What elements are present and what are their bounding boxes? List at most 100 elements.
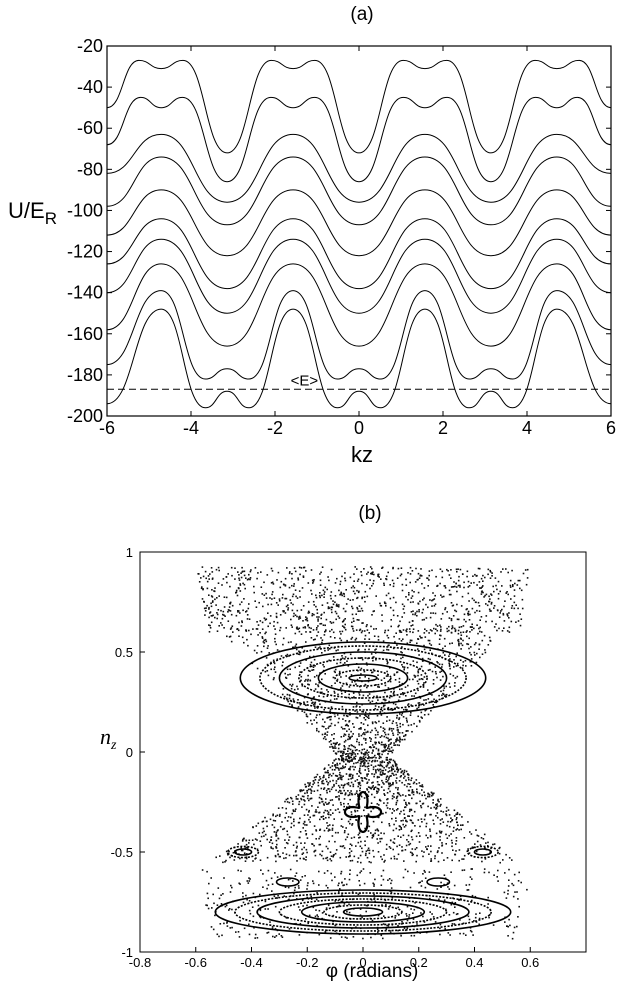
poincare-point bbox=[517, 579, 520, 582]
poincare-point bbox=[427, 845, 429, 847]
poincare-point bbox=[335, 849, 338, 851]
poincare-point bbox=[390, 691, 392, 693]
poincare-point bbox=[360, 607, 363, 610]
poincare-point bbox=[402, 716, 405, 718]
poincare-point bbox=[347, 794, 350, 797]
poincare-point bbox=[359, 845, 362, 848]
poincare-point bbox=[401, 589, 404, 592]
poincare-point bbox=[344, 878, 346, 880]
poincare-point bbox=[503, 891, 506, 894]
poincare-point bbox=[362, 711, 364, 713]
poincare-point bbox=[372, 756, 375, 759]
poincare-point bbox=[378, 784, 381, 786]
poincare-point bbox=[271, 926, 274, 928]
poincare-point bbox=[277, 807, 280, 809]
poincare-point bbox=[298, 590, 301, 592]
poincare-point bbox=[377, 851, 380, 853]
poincare-point bbox=[344, 753, 347, 755]
poincare-point bbox=[423, 676, 426, 678]
poincare-point bbox=[231, 908, 233, 911]
poincare-point bbox=[448, 653, 451, 655]
poincare-point bbox=[282, 593, 284, 596]
poincare-point bbox=[429, 828, 431, 831]
poincare-point bbox=[314, 707, 316, 709]
poincare-point bbox=[348, 728, 350, 731]
poincare-point bbox=[435, 804, 437, 806]
poincare-point bbox=[260, 586, 263, 588]
poincare-point bbox=[418, 702, 421, 704]
poincare-point bbox=[401, 921, 403, 923]
poincare-point bbox=[369, 872, 371, 874]
poincare-point bbox=[351, 751, 354, 754]
poincare-point bbox=[465, 934, 467, 936]
poincare-point bbox=[502, 614, 505, 616]
poincare-point bbox=[226, 635, 228, 638]
poincare-point bbox=[387, 637, 390, 639]
poincare-point bbox=[369, 579, 371, 581]
poincare-point bbox=[434, 632, 436, 635]
poincare-point bbox=[514, 891, 516, 893]
poincare-point bbox=[335, 743, 338, 745]
poincare-point bbox=[392, 759, 395, 762]
poincare-point bbox=[210, 926, 213, 928]
poincare-point bbox=[441, 845, 443, 847]
poincare-point bbox=[209, 612, 211, 614]
poincare-point bbox=[487, 573, 489, 576]
poincare-point bbox=[435, 806, 438, 809]
poincare-point bbox=[319, 794, 322, 796]
poincare-point bbox=[265, 618, 268, 620]
poincare-point bbox=[293, 585, 295, 587]
poincare-point bbox=[287, 842, 289, 845]
poincare-point bbox=[293, 820, 295, 823]
poincare-point bbox=[333, 785, 335, 787]
poincare-point bbox=[363, 757, 365, 760]
poincare-point bbox=[350, 625, 353, 628]
poincare-point bbox=[404, 738, 406, 741]
x-tick-label: -0.2 bbox=[296, 955, 318, 970]
poincare-point bbox=[310, 789, 312, 792]
poincare-point bbox=[206, 870, 208, 873]
poincare-point bbox=[269, 615, 272, 617]
poincare-point bbox=[469, 831, 471, 833]
poincare-point bbox=[295, 872, 298, 874]
poincare-point bbox=[391, 579, 394, 582]
panel-a-y-axis-label: U/ER bbox=[8, 198, 57, 228]
poincare-point bbox=[345, 696, 348, 699]
poincare-point bbox=[510, 598, 512, 600]
poincare-point bbox=[270, 567, 273, 570]
poincare-point bbox=[290, 602, 292, 604]
poincare-point bbox=[202, 588, 204, 590]
poincare-point bbox=[392, 596, 395, 599]
poincare-point bbox=[327, 607, 330, 610]
poincare-point bbox=[411, 852, 413, 854]
poincare-point bbox=[396, 799, 399, 802]
poincare-point bbox=[344, 628, 347, 631]
poincare-point bbox=[271, 570, 274, 572]
poincare-point bbox=[331, 745, 333, 748]
poincare-point bbox=[481, 586, 483, 588]
poincare-point bbox=[290, 687, 293, 690]
poincare-point bbox=[239, 857, 241, 860]
poincare-point bbox=[249, 577, 252, 579]
panel-b-y-axis-label-sub: z bbox=[110, 738, 117, 753]
poincare-point bbox=[271, 598, 273, 600]
poincare-point bbox=[409, 630, 411, 633]
poincare-point bbox=[466, 570, 469, 573]
poincare-point bbox=[429, 897, 431, 900]
poincare-point bbox=[197, 573, 199, 575]
poincare-point bbox=[320, 816, 323, 818]
poincare-point bbox=[402, 819, 404, 822]
poincare-point bbox=[404, 806, 407, 808]
poincare-point bbox=[205, 904, 207, 906]
poincare-point bbox=[502, 568, 504, 570]
poincare-point bbox=[388, 719, 391, 722]
poincare-point bbox=[284, 612, 287, 614]
poincare-point bbox=[290, 816, 292, 819]
poincare-point bbox=[384, 743, 387, 746]
poincare-point bbox=[436, 661, 438, 663]
poincare-point bbox=[474, 573, 476, 576]
poincare-point bbox=[313, 790, 316, 792]
poincare-point bbox=[497, 880, 499, 882]
poincare-point bbox=[311, 786, 313, 788]
x-tick-label: -2 bbox=[267, 418, 283, 438]
